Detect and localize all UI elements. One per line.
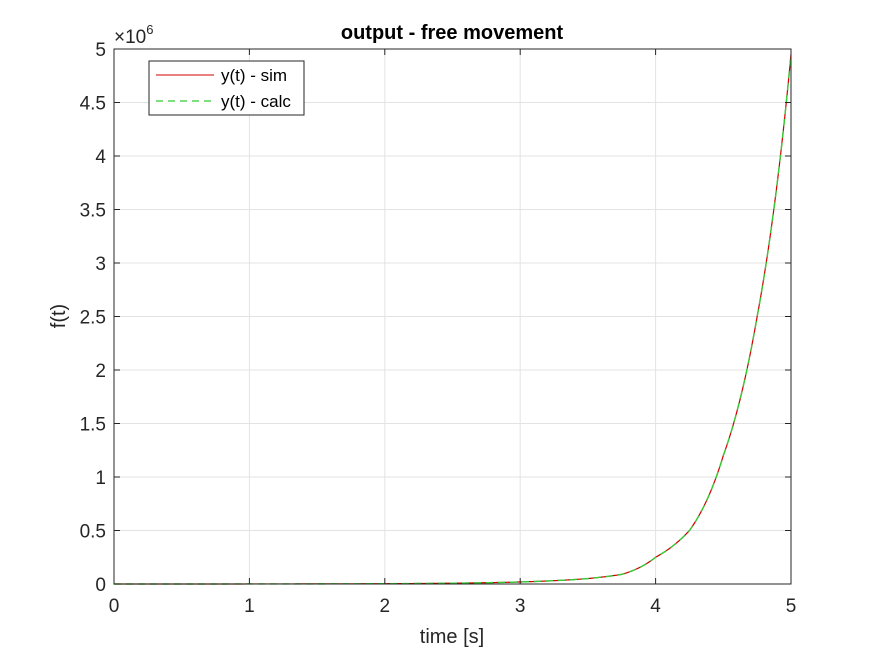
x-tick-label: 0 [109,596,120,617]
x-tick-label: 4 [650,596,661,617]
y-axis-label: f(t) [48,304,70,328]
x-tick-label: 1 [244,596,255,617]
y-tick-label: 2 [95,361,106,382]
legend-box [148,60,305,116]
y-tick-label: 0 [95,575,106,596]
legend: y(t) - sim y(t) - calc [148,60,305,116]
y-tick-label: 1 [95,468,106,489]
y-exponent-label: ×106 [114,22,153,48]
y-tick-label: 4.5 [80,94,106,115]
x-tick-label: 5 [786,596,797,617]
x-axis-label: time [s] [420,626,484,648]
legend-label-sim: y(t) - sim [221,66,287,85]
x-tick-label: 3 [515,596,526,617]
y-tick-label: 2.5 [80,308,106,329]
y-exponent-power: 6 [146,22,153,37]
y-tick-label: 1.5 [80,415,106,436]
y-tick-label: 5 [95,40,106,61]
chart-title: output - free movement [341,22,564,44]
y-tick-label: 0.5 [80,522,106,543]
y-tick-label: 3 [95,254,106,275]
x-ticks: 0 1 2 3 4 5 [109,49,797,617]
y-tick-label: 3.5 [80,201,106,222]
y-tick-label: 4 [95,147,106,168]
legend-label-calc: y(t) - calc [221,92,291,111]
y-exponent-base: ×10 [114,27,146,48]
y-ticks: 0 0.5 1 1.5 2 2.5 3 3.5 4 4.5 5 [80,40,791,596]
x-tick-label: 2 [380,596,391,617]
